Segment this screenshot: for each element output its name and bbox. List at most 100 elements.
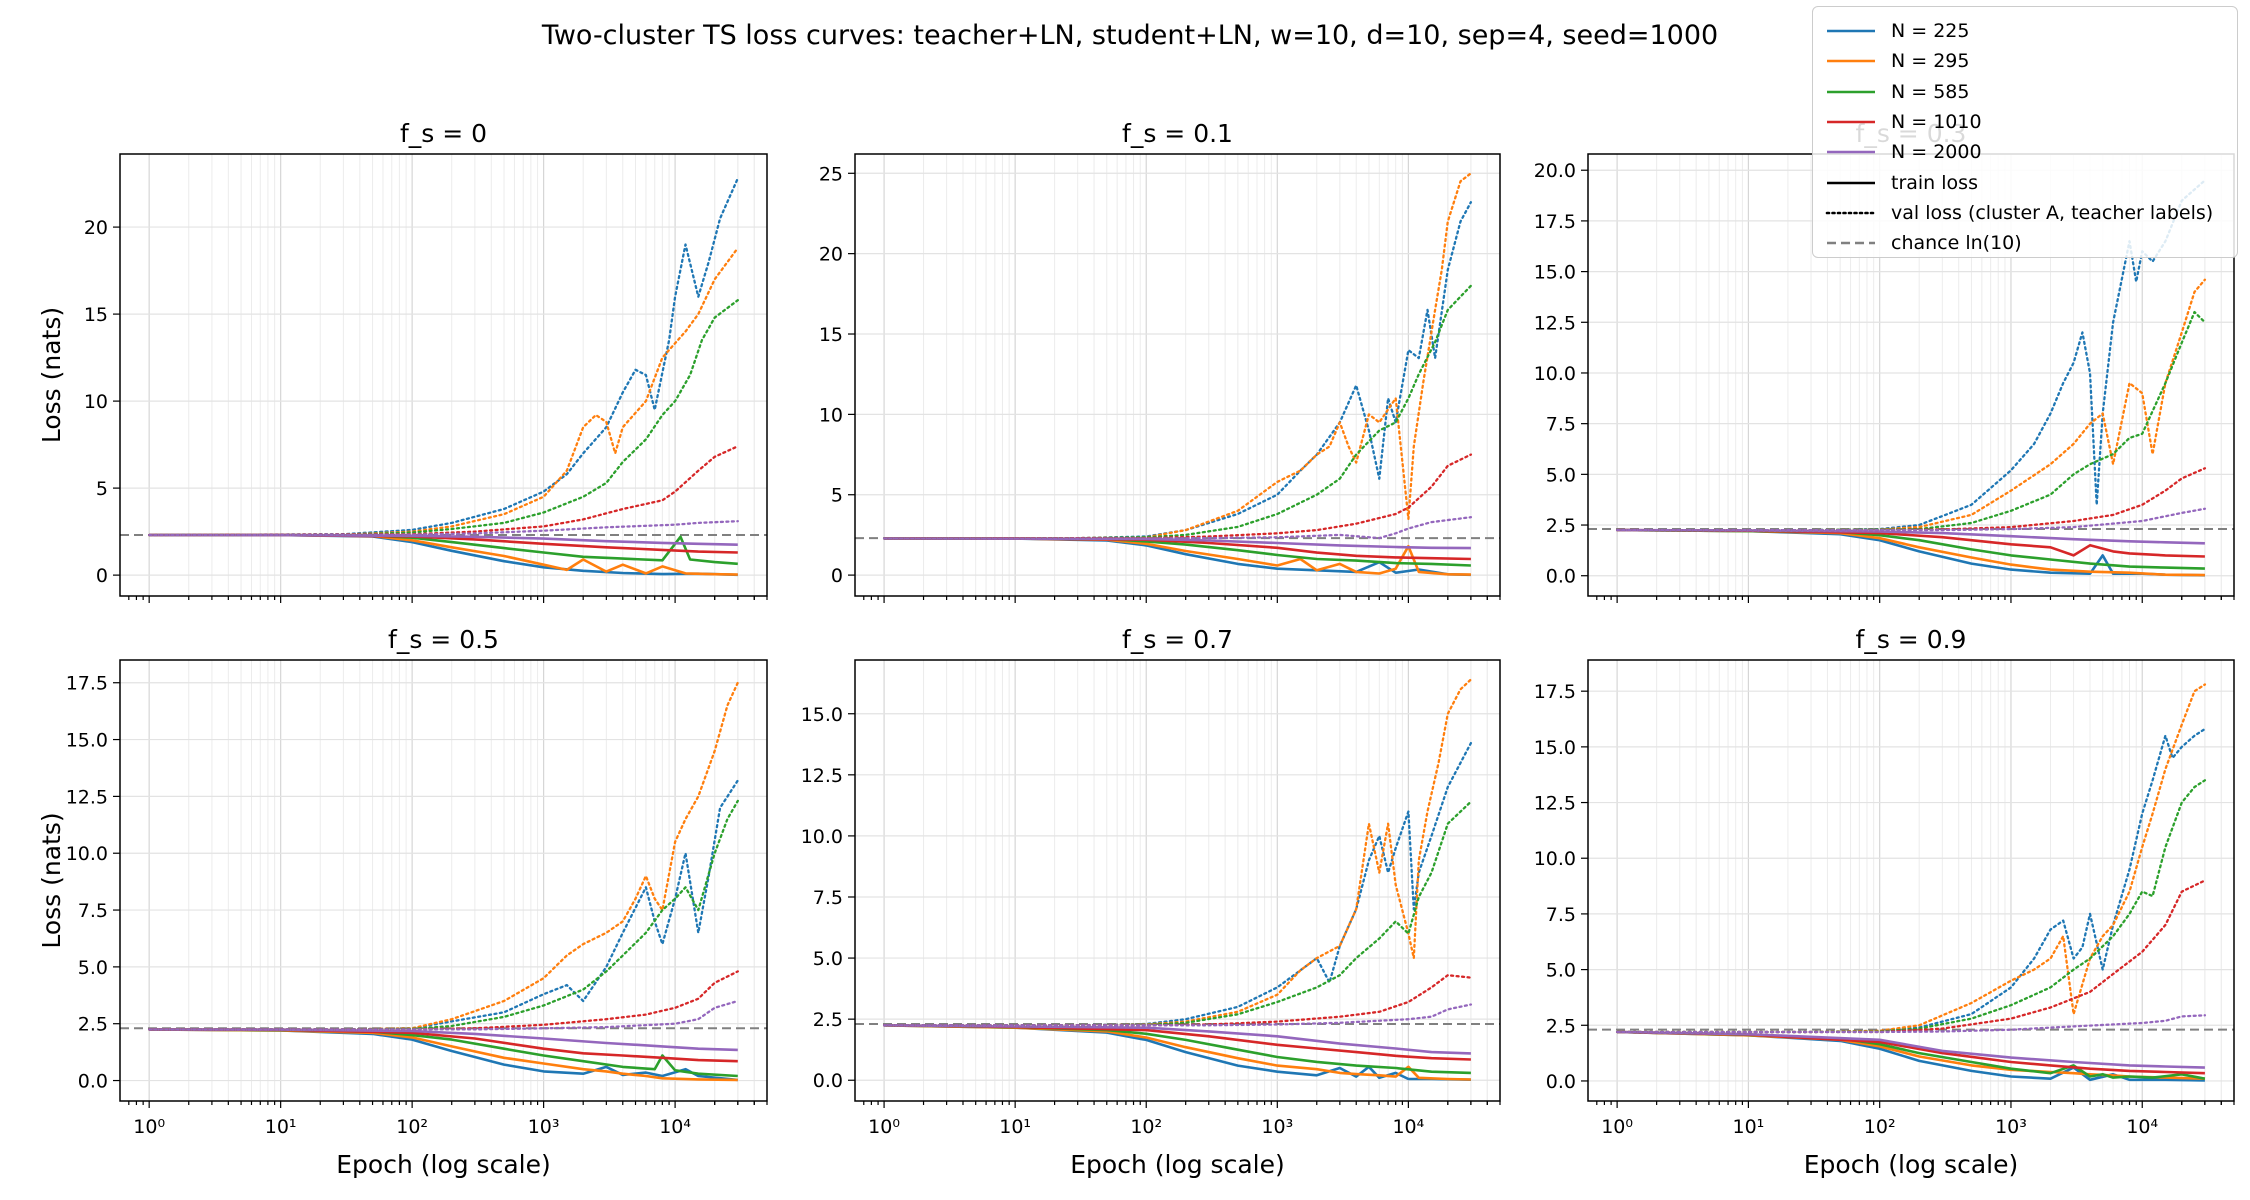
y-tick-label: 15: [819, 324, 843, 346]
x-tick-label: 10³: [1995, 1116, 2027, 1138]
legend-item: N = 585: [1825, 78, 1969, 106]
val-line-1010: [148, 445, 739, 537]
axes-frame: [1587, 659, 2235, 1102]
panel-title: f_s = 0.1: [1122, 119, 1233, 148]
train-line-295: [1617, 1030, 2205, 1080]
y-tick-label: 0.0: [1546, 1071, 1576, 1093]
val-line-2000: [148, 999, 739, 1031]
val-line-2000: [1615, 1014, 2207, 1034]
y-tick-label: 20.0: [1534, 160, 1576, 182]
val-line-225: [148, 177, 739, 537]
train-line-225: [149, 1028, 738, 1082]
series-group: [882, 678, 1473, 1081]
y-tick-label: 7.5: [1546, 414, 1576, 436]
val-line-295: [1615, 278, 2207, 532]
panel-4: 0.0 2.5 5.0 7.5 10.0 12.5 15.0 17.5 10⁰ 10¹ 10² 10³…: [37, 625, 768, 1179]
x-tick-label: 10²: [396, 1116, 428, 1138]
y-tick-label: 17.5: [1534, 211, 1576, 233]
x-tick-label: 10¹: [1733, 1116, 1765, 1138]
val-line-295: [148, 246, 739, 537]
val-line-585: [882, 800, 1473, 1027]
legend-item: N = 2000: [1825, 138, 1982, 166]
legend-label: chance ln(10): [1891, 232, 2022, 255]
y-tick-label: 2.5: [813, 1009, 843, 1031]
y-tick-label: 2.5: [1546, 515, 1576, 537]
legend-swatch: [1827, 181, 1875, 184]
legend-label: N = 295: [1891, 50, 1970, 73]
y-tick-label: 15.0: [1534, 737, 1576, 759]
legend-item: N = 1010: [1825, 108, 1982, 136]
series-group: [1615, 683, 2207, 1082]
axes-frame: [854, 153, 1501, 597]
y-tick-label: 15.0: [1534, 262, 1576, 284]
y-tick-label: 5.0: [813, 948, 843, 970]
y-tick-label: 10.0: [1534, 848, 1576, 870]
x-tick-label: 10²: [1864, 1116, 1896, 1138]
val-line-295: [1615, 683, 2207, 1034]
val-line-225: [148, 779, 739, 1031]
x-tick-label: 10⁰: [868, 1116, 900, 1138]
panel-6: 0.0 2.5 5.0 7.5 10.0 12.5 15.0 17.5 10⁰ 10¹ 10² 10³…: [1534, 625, 2235, 1179]
val-line-1010: [1615, 879, 2207, 1034]
y-tick-label: 0.0: [813, 1070, 843, 1092]
x-tick-label: 10¹: [999, 1116, 1031, 1138]
y-tick-label: 17.5: [66, 673, 108, 695]
panel-2: 0 5 10 15 20 25 f_s = 0.1: [819, 119, 1501, 603]
legend-swatch: [1827, 120, 1875, 124]
legend-label: train loss: [1891, 171, 1978, 194]
y-tick-label: 7.5: [78, 900, 108, 922]
y-tick-label: 12.5: [1534, 312, 1576, 334]
y-tick-label: 5: [831, 485, 843, 507]
panel-title: f_s = 0: [400, 119, 487, 148]
val-line-2000: [882, 516, 1473, 540]
x-axis-label: Epoch (log scale): [1070, 1150, 1284, 1179]
axes-frame: [119, 153, 768, 597]
legend-swatch: [1827, 241, 1875, 245]
val-line-585: [882, 284, 1473, 540]
x-tick-label: 10⁰: [133, 1116, 165, 1138]
x-tick-label: 10²: [1130, 1116, 1162, 1138]
series-group: [1615, 179, 2207, 577]
y-tick-label: 20: [84, 217, 108, 239]
legend-swatch: [1827, 59, 1875, 63]
y-tick-label: 12.5: [801, 765, 843, 787]
y-tick-label: 20: [819, 244, 843, 266]
val-line-2000: [148, 520, 739, 537]
legend-item: val loss (cluster A, teacher labels): [1825, 199, 2213, 227]
val-line-295: [148, 681, 739, 1031]
val-line-225: [1615, 727, 2207, 1034]
legend-item: N = 225: [1825, 17, 1969, 45]
legend-item: train loss: [1825, 169, 1978, 197]
y-tick-label: 5.0: [78, 957, 108, 979]
val-line-225: [882, 741, 1473, 1027]
val-line-295: [882, 172, 1473, 540]
series-group: [148, 177, 739, 577]
series-group: [882, 172, 1473, 577]
val-line-585: [148, 799, 739, 1031]
val-line-1010: [882, 974, 1473, 1027]
y-tick-label: 15.0: [66, 730, 108, 752]
legend-swatch: [1825, 211, 1877, 215]
y-tick-label: 2.5: [1546, 1015, 1576, 1037]
y-tick-label: 15.0: [801, 704, 843, 726]
x-axis-label: Epoch (log scale): [336, 1150, 550, 1179]
val-line-1010: [1615, 467, 2207, 532]
val-line-585: [1615, 310, 2207, 532]
x-tick-label: 10³: [528, 1116, 560, 1138]
axes-frame: [119, 659, 768, 1102]
legend-label: N = 585: [1891, 80, 1970, 103]
legend-label: N = 2000: [1891, 141, 1982, 164]
legend-item: N = 295: [1825, 47, 1969, 75]
y-tick-label: 12.5: [1534, 793, 1576, 815]
legend-swatch: [1827, 150, 1875, 154]
train-line-1010: [884, 1024, 1471, 1061]
val-line-2000: [1615, 507, 2207, 532]
y-tick-label: 2.5: [78, 1014, 108, 1036]
train-line-1010: [1617, 1030, 2205, 1075]
train-line-2000: [1617, 1030, 2205, 1069]
y-tick-label: 12.5: [66, 786, 108, 808]
legend-swatch: [1827, 90, 1875, 93]
y-tick-label: 7.5: [813, 887, 843, 909]
panel-title: f_s = 0.9: [1856, 625, 1967, 654]
y-tick-label: 0.0: [78, 1071, 108, 1093]
